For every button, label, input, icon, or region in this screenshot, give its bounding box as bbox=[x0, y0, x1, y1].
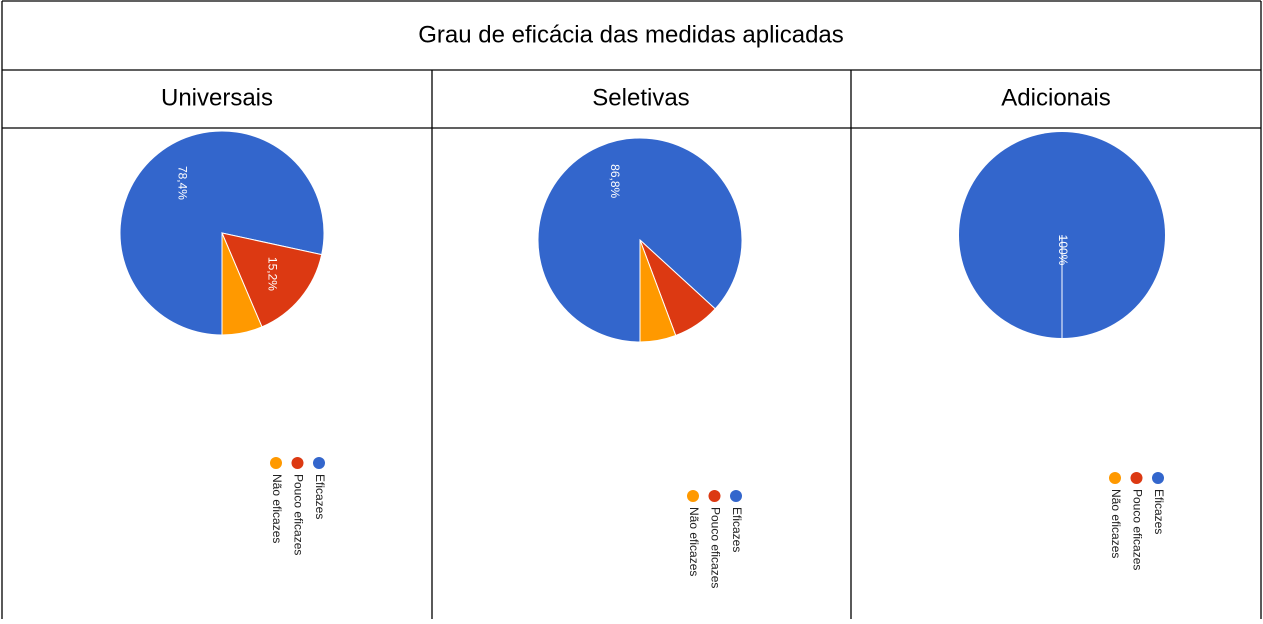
column-header: Seletivas bbox=[592, 84, 689, 111]
legend-marker bbox=[1130, 472, 1143, 484]
column-header: Adicionais bbox=[1001, 84, 1110, 111]
pie-slice bbox=[221, 232, 323, 328]
legend-marker bbox=[687, 490, 699, 502]
legend-marker bbox=[1152, 472, 1164, 484]
legend-label: Eficazes bbox=[730, 507, 744, 552]
legend-label: Não eficazes bbox=[270, 474, 284, 543]
table-title: Grau de eficácia das medidas aplicadas bbox=[418, 21, 844, 48]
legend-marker bbox=[1109, 472, 1121, 484]
slice-label: 15,2% bbox=[265, 257, 279, 291]
legend-marker bbox=[313, 457, 325, 469]
legend-marker bbox=[730, 490, 742, 502]
legend-marker bbox=[270, 457, 282, 469]
legend-label: Não eficazes bbox=[687, 507, 701, 576]
legend-label: Pouco eficazes bbox=[1130, 489, 1144, 570]
pie-slice bbox=[537, 137, 743, 343]
legend-label: Pouco eficazes bbox=[708, 507, 722, 588]
column-header: Universais bbox=[161, 84, 273, 111]
pie-slice bbox=[221, 232, 263, 336]
legend-label: Eficazes bbox=[1152, 489, 1166, 534]
slice-label: 78,4% bbox=[175, 166, 189, 200]
slice-label: 86,8% bbox=[608, 164, 622, 198]
legend-marker bbox=[708, 490, 721, 502]
pie-slice bbox=[639, 239, 677, 343]
slice-label: 100% bbox=[1056, 235, 1070, 266]
legend-label: Não eficazes bbox=[1109, 489, 1123, 558]
legend-label: Eficazes bbox=[313, 474, 327, 519]
legend-marker bbox=[291, 457, 304, 469]
legend-label: Pouco eficazes bbox=[291, 474, 305, 555]
